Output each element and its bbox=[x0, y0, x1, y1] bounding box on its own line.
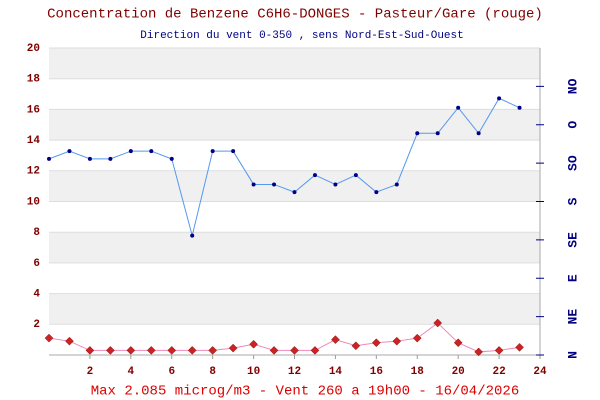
point bbox=[47, 156, 51, 161]
point bbox=[190, 233, 195, 238]
y2-tick-label: O bbox=[565, 121, 580, 129]
grid-band bbox=[49, 293, 540, 325]
point bbox=[269, 346, 279, 355]
point bbox=[433, 318, 443, 328]
point bbox=[167, 346, 177, 355]
grid-band bbox=[49, 48, 540, 79]
point bbox=[106, 346, 115, 355]
y2-tick-label: E bbox=[565, 274, 580, 282]
y2-tick-label: NO bbox=[565, 78, 580, 94]
y-tick-label: 16 bbox=[27, 104, 40, 116]
point bbox=[87, 156, 92, 161]
point bbox=[456, 105, 461, 110]
chart-subtitle: Direction du vent 0-350 , sens Nord-Est-… bbox=[140, 30, 463, 42]
point bbox=[453, 338, 463, 348]
point bbox=[353, 173, 358, 178]
point bbox=[476, 131, 481, 136]
point bbox=[67, 149, 72, 154]
point bbox=[494, 346, 504, 355]
point bbox=[249, 339, 258, 349]
point bbox=[108, 156, 113, 161]
x-tick-label: 2 bbox=[87, 366, 94, 378]
y2-tick-label: N bbox=[565, 351, 580, 359]
y-tick-label: 8 bbox=[33, 227, 40, 239]
x-tick-label: 8 bbox=[209, 366, 216, 378]
series-line bbox=[48, 97, 520, 236]
x-tick-label: 6 bbox=[168, 366, 175, 378]
point bbox=[312, 173, 317, 178]
x-tick-label: 20 bbox=[452, 366, 465, 378]
point bbox=[394, 182, 399, 187]
point bbox=[412, 333, 422, 343]
y2-tick-label: NE bbox=[565, 309, 580, 325]
point bbox=[351, 341, 361, 351]
point bbox=[517, 105, 522, 110]
point bbox=[290, 346, 299, 355]
y-tick-label: 4 bbox=[33, 289, 40, 301]
y-tick-label: 14 bbox=[27, 135, 41, 147]
point bbox=[231, 149, 236, 154]
x-tick-label: 24 bbox=[533, 366, 547, 378]
point bbox=[331, 335, 340, 345]
x-tick-label: 14 bbox=[329, 366, 343, 378]
y-tick-label: 18 bbox=[27, 74, 41, 86]
x-tick-label: 10 bbox=[247, 366, 260, 378]
point bbox=[228, 343, 238, 353]
point bbox=[126, 346, 136, 355]
x-tick-label: 16 bbox=[370, 366, 383, 378]
point bbox=[435, 131, 440, 136]
grid-band bbox=[49, 170, 540, 202]
point bbox=[497, 96, 502, 101]
point bbox=[65, 336, 74, 346]
y-tick-label: 2 bbox=[33, 319, 40, 331]
y2-tick-label: SO bbox=[565, 155, 580, 171]
y-tick-label: 10 bbox=[27, 196, 40, 208]
point bbox=[292, 190, 297, 195]
point bbox=[187, 346, 197, 355]
point bbox=[371, 338, 381, 348]
y-tick-label: 6 bbox=[33, 258, 40, 270]
y-tick-label: 20 bbox=[27, 43, 40, 55]
point bbox=[169, 156, 174, 161]
point bbox=[149, 149, 154, 154]
point bbox=[251, 182, 256, 187]
point bbox=[208, 346, 218, 355]
point bbox=[474, 347, 483, 357]
point bbox=[374, 190, 379, 195]
point bbox=[44, 333, 54, 343]
point bbox=[146, 346, 156, 355]
x-tick-label: 12 bbox=[288, 366, 301, 378]
x-tick-label: 4 bbox=[128, 366, 135, 378]
x-tick-label: 18 bbox=[411, 366, 425, 378]
y2-tick-label: SE bbox=[565, 232, 580, 248]
point bbox=[210, 149, 215, 154]
grid-band bbox=[49, 232, 540, 263]
y2-tick-label: S bbox=[565, 197, 580, 205]
point bbox=[415, 131, 420, 136]
chart-title: Concentration de Benzene C6H6-DONGES - P… bbox=[47, 7, 543, 23]
point bbox=[515, 342, 524, 352]
point bbox=[392, 336, 402, 346]
point bbox=[128, 149, 133, 154]
point bbox=[310, 346, 320, 355]
x-tick-label: 22 bbox=[492, 366, 505, 378]
footer: Max 2.085 microg/m3 - Vent 260 a 19h00 -… bbox=[91, 384, 519, 400]
point bbox=[333, 182, 338, 187]
point bbox=[85, 346, 95, 355]
y-tick-label: 12 bbox=[27, 166, 40, 178]
point bbox=[272, 182, 277, 187]
grid-band bbox=[49, 109, 540, 141]
